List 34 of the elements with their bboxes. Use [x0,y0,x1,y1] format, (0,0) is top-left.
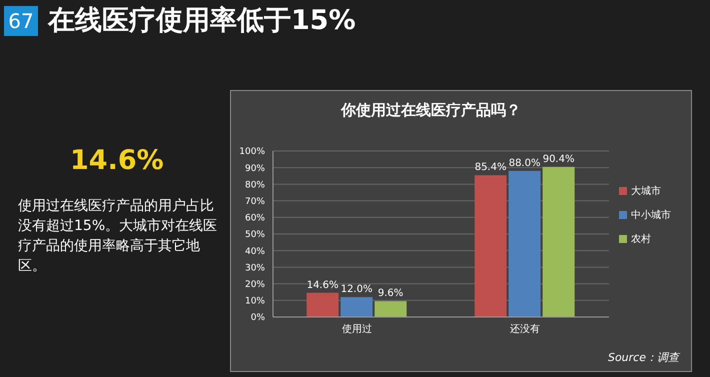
data-label: 14.6% [306,280,338,291]
y-tick-label: 10% [244,296,266,307]
chart-title: 在线医疗使用率低于15% [48,4,356,38]
data-label: 90.4% [542,154,574,165]
bar [542,166,575,317]
chart-subtitle: 你使用过在线医疗产品吗？ [340,101,522,120]
text: 14.6% [70,145,164,176]
y-tick-label: 90% [244,164,266,174]
data-label: 85.4% [474,162,506,174]
bar [306,292,339,317]
bar [508,170,541,317]
legend-label: 农村 [631,234,651,245]
source-note: Source：调查 [608,350,679,365]
y-tick-label: 60% [244,214,266,224]
legend-label: 中小城市 [631,210,671,221]
bar [374,301,407,317]
data-label: 88.0% [508,158,540,169]
text: 使用过在线医疗产品的用户占比没有超过15%。大城市对在线医疗产品的使用率略高于其它地区。 [18,197,218,276]
x-tick-label: 使用过 [342,323,372,336]
bar [474,175,507,317]
y-tick-label: 40% [244,246,266,257]
y-tick-label: 80% [244,180,266,190]
y-tick-label: 50% [244,230,266,240]
y-tick-label: 100% [239,147,266,158]
y-tick-label: 20% [244,280,266,290]
y-tick-label: 70% [244,196,266,207]
y-tick-label: 30% [244,263,266,274]
data-label: 9.6% [378,288,404,300]
data-label: 12.0% [340,284,372,296]
legend-label: 大城市 [631,186,661,197]
y-tick-label: 0% [250,313,266,324]
bar [340,297,373,317]
text: 67 [4,6,38,36]
x-tick-label: 还没有 [510,323,540,336]
